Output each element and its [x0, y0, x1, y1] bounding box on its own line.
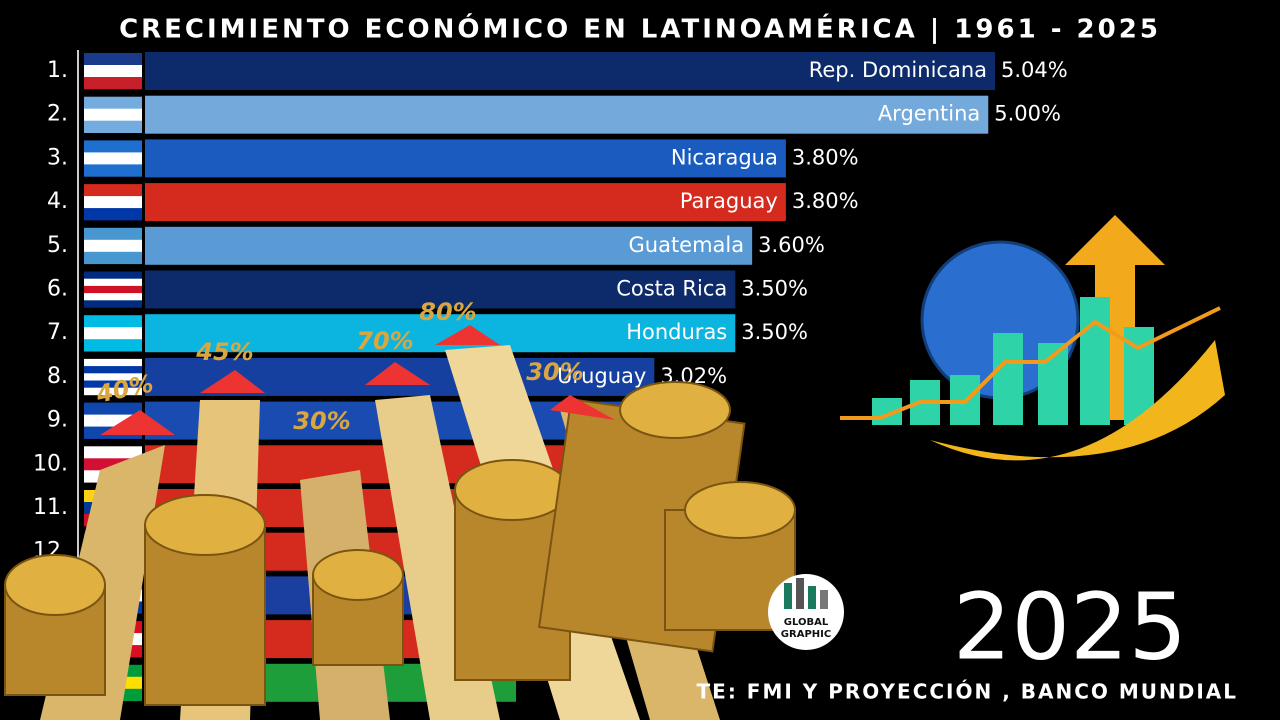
coin-top [684, 481, 796, 539]
flag-stripe [84, 140, 142, 153]
flag-stripe [84, 358, 142, 367]
flag-stripe [84, 251, 142, 265]
rank-label: 9. [47, 408, 68, 433]
bar-icon [993, 333, 1023, 425]
rank-label: 6. [47, 277, 68, 302]
coin-top [619, 381, 731, 439]
bar-label: Paraguay [680, 189, 778, 213]
flag-stripe [84, 315, 142, 328]
value-label: 3.50% [741, 277, 808, 301]
flag-stripe [84, 239, 142, 253]
flag-stripe [84, 271, 142, 279]
flag-stripe [84, 366, 142, 374]
value-label: 3.80% [792, 189, 859, 213]
rank-label: 7. [47, 320, 68, 345]
growth-illustration [840, 215, 1225, 461]
coin-top [4, 554, 106, 616]
flag-stripe [84, 184, 142, 197]
flag-stripe [84, 227, 142, 241]
rank-label: 5. [47, 233, 68, 258]
flag-stripe [84, 77, 142, 90]
logo-bar [820, 590, 828, 609]
flag-stripe [84, 96, 142, 109]
flag-stripe [84, 285, 142, 294]
flag-stripe [84, 446, 142, 459]
bar-label: Uruguay [557, 364, 646, 388]
arrow [365, 362, 430, 385]
chart-title: CRECIMIENTO ECONÓMICO EN LATINOAMÉRICA |… [119, 13, 1161, 45]
bar-label: Rep. Dominicana [809, 58, 987, 82]
decoration-label: 70% [356, 327, 413, 355]
rank-label: 3. [47, 145, 68, 170]
flag-stripe [84, 380, 142, 388]
arrow-up [1065, 215, 1165, 420]
flag-stripe [84, 152, 142, 165]
flag-stripe [84, 293, 142, 301]
flag-stripe [84, 373, 142, 381]
flag-stripe [84, 327, 142, 340]
bar [145, 314, 736, 353]
arrow [550, 395, 615, 420]
rank-label: 2. [47, 102, 68, 127]
flag-stripe [84, 65, 142, 78]
bar-label: Nicaragua [671, 145, 778, 169]
bar [145, 183, 786, 222]
rank-label: 1. [47, 58, 68, 83]
flag-stripe [84, 387, 142, 396]
coin-top [144, 494, 266, 556]
value-label: 3.50% [741, 320, 808, 344]
logo-text: GRAPHIC [781, 629, 831, 640]
logo-text: GLOBAL [784, 617, 829, 628]
flag-stripe [84, 300, 142, 308]
year-label: 2025 [953, 573, 1187, 680]
decoration-label: 80% [419, 298, 476, 326]
logo-bar [796, 578, 804, 609]
decoration-label: 45% [195, 338, 253, 366]
bar-label: Costa Rica [616, 277, 727, 301]
decoration-label: 30% [526, 358, 583, 386]
flag-stripe [84, 53, 142, 66]
bar-label: Argentina [878, 102, 980, 126]
bar-icon [1080, 297, 1110, 425]
flag-stripe [84, 402, 142, 415]
bar [145, 226, 753, 265]
flag-stripe [84, 196, 142, 209]
flag-stripe [84, 208, 142, 221]
value-label: 3.60% [758, 233, 825, 257]
bar-label: Honduras [626, 320, 727, 344]
logo-bar [808, 586, 816, 609]
bar [145, 52, 995, 90]
bar [145, 95, 989, 134]
flag-stripe [84, 278, 142, 287]
decoration-label: 30% [293, 407, 350, 435]
flag-stripe [84, 108, 142, 121]
rank-label: 8. [47, 364, 68, 389]
value-label: 5.04% [1001, 58, 1068, 82]
flag-stripe [84, 120, 142, 133]
coin-top [312, 549, 404, 601]
arrow [435, 325, 500, 345]
flag-stripe [84, 164, 142, 177]
trend-line [840, 306, 1221, 420]
rank-label: 4. [47, 189, 68, 214]
arrow [100, 410, 175, 435]
value-label: 5.00% [994, 102, 1061, 126]
arrow [200, 370, 265, 393]
bar-label: Guatemala [629, 233, 745, 257]
coin-top [454, 459, 570, 521]
swoosh [930, 340, 1225, 461]
bar [145, 139, 786, 178]
bar [145, 270, 736, 309]
coin-overlay: 40% 45% 30% 70% 80% 30% [4, 298, 796, 720]
rank-label: 10. [33, 451, 68, 476]
source-note: TE: FMI Y PROYECCIÓN , BANCO MUNDIAL [697, 680, 1238, 704]
flag-stripe [84, 339, 142, 352]
rank-label: 11. [33, 495, 68, 520]
logo-bar [784, 583, 792, 609]
value-label: 3.80% [792, 145, 859, 169]
